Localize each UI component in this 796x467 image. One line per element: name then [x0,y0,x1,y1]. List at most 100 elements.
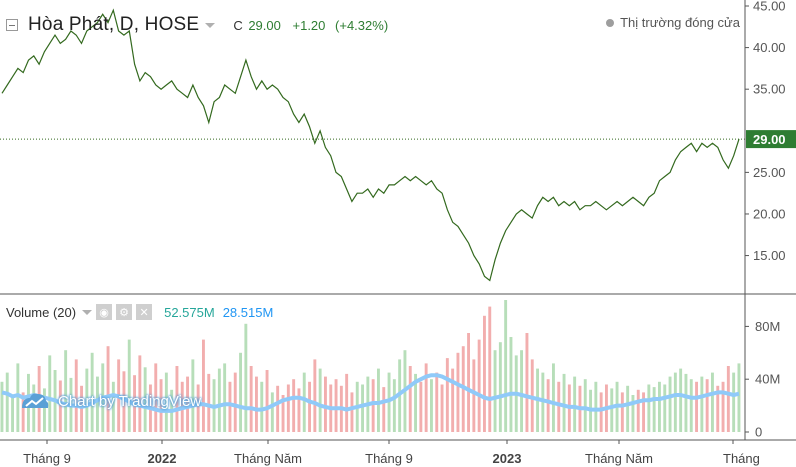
volume-title[interactable]: Volume (20) [6,304,77,320]
volume-bar[interactable] [122,371,126,432]
volume-bar[interactable] [228,381,232,432]
volume-bar[interactable] [737,363,741,432]
volume-bar[interactable] [308,381,311,432]
volume-bar[interactable] [408,366,412,432]
price-series-line[interactable] [1,8,740,282]
volume-bar[interactable] [270,392,274,432]
volume-bar[interactable] [525,333,529,432]
volume-bar[interactable] [610,388,614,432]
volume-bar[interactable] [207,373,211,432]
volume-bar[interactable] [552,363,555,432]
volume-pane[interactable] [0,300,741,433]
volume-bar[interactable] [265,370,269,432]
volume-bar[interactable] [106,346,110,432]
volume-bar[interactable] [689,379,693,432]
volume-bar[interactable] [350,392,354,432]
volume-bar[interactable] [631,395,635,432]
volume-bar[interactable] [186,376,189,432]
volume-bar[interactable] [297,388,301,432]
gear-icon[interactable]: ⚙ [116,304,133,320]
volume-bar[interactable] [424,363,428,432]
volume-bar[interactable] [334,379,338,432]
volume-bar[interactable] [509,337,513,432]
volume-bar[interactable] [445,358,449,432]
volume-bar[interactable] [313,359,317,432]
volume-bar[interactable] [498,342,502,432]
volume-bar[interactable] [594,381,598,432]
volume-bar[interactable] [493,350,497,432]
volume-bar[interactable] [546,379,550,432]
volume-bar[interactable] [43,388,46,432]
volume-bar[interactable] [164,372,168,432]
volume-bar[interactable] [382,387,386,432]
volume-bar[interactable] [233,372,237,432]
volume-bar[interactable] [217,368,221,432]
volume-bar[interactable] [679,368,683,432]
volume-bar[interactable] [620,392,624,432]
volume-bar[interactable] [292,379,296,432]
volume-bar[interactable] [472,359,476,432]
volume-bar[interactable] [520,350,523,432]
volume-bar[interactable] [58,380,62,433]
volume-bar[interactable] [159,379,163,432]
volume-bar[interactable] [85,368,89,432]
volume-bar[interactable] [5,372,9,432]
volume-bar[interactable] [302,372,306,432]
volume-bar[interactable] [652,387,656,432]
volume-bar[interactable] [138,355,142,432]
volume-bar[interactable] [467,333,470,432]
volume-bar[interactable] [281,395,285,432]
volume-bar[interactable] [451,368,455,432]
volume-bar[interactable] [175,366,179,432]
collapse-icon[interactable] [6,19,18,31]
volume-bar[interactable] [260,381,264,432]
volume-bar[interactable] [700,376,704,432]
volume-bar[interactable] [202,339,205,432]
volume-bar[interactable] [726,366,730,432]
volume-bar[interactable] [573,376,577,432]
volume-ma-line[interactable] [1,373,740,413]
volume-bar[interactable] [64,350,68,432]
volume-bar[interactable] [440,384,444,433]
volume-bar[interactable] [673,372,677,432]
volume-bar[interactable] [32,384,36,433]
volume-bar[interactable] [361,384,364,433]
volume-bar[interactable] [477,339,481,432]
volume-bar[interactable] [249,366,253,432]
chevron-down-icon[interactable] [82,309,93,315]
volume-bar[interactable] [705,379,709,432]
volume-bar[interactable] [324,376,327,432]
volume-bar[interactable] [562,373,566,432]
eye-icon[interactable]: ◉ [96,304,113,320]
volume-bar[interactable] [345,373,349,432]
volume-bar[interactable] [90,352,94,432]
volume-bar[interactable] [96,376,99,432]
volume-bar[interactable] [318,368,322,432]
volume-bar[interactable] [74,359,78,432]
volume-bar[interactable] [196,384,200,433]
volume-bar[interactable] [456,352,460,432]
volume-bar[interactable] [488,306,492,432]
volume-bar[interactable] [286,384,290,433]
volume-bar[interactable] [80,385,83,432]
price-pane[interactable] [0,8,745,282]
symbol-title[interactable]: Hòa Phát, D, HOSE [28,14,200,35]
volume-bar[interactable] [223,363,227,432]
volume-bar[interactable] [392,379,396,432]
volume-bar[interactable] [255,376,258,432]
volume-bar[interactable] [663,384,667,433]
volume-bar[interactable] [430,379,433,432]
volume-bar[interactable] [16,363,20,432]
volume-bar[interactable] [721,381,725,432]
volume-bar[interactable] [695,381,698,432]
volume-bar[interactable] [711,372,714,432]
volume-bar[interactable] [647,384,651,433]
volume-bar[interactable] [636,389,640,432]
volume-bar[interactable] [191,359,195,432]
volume-bar[interactable] [684,373,688,432]
volume-bar[interactable] [21,392,25,432]
volume-bar[interactable] [0,381,4,432]
volume-bar[interactable] [642,392,645,432]
volume-bar[interactable] [244,323,248,432]
